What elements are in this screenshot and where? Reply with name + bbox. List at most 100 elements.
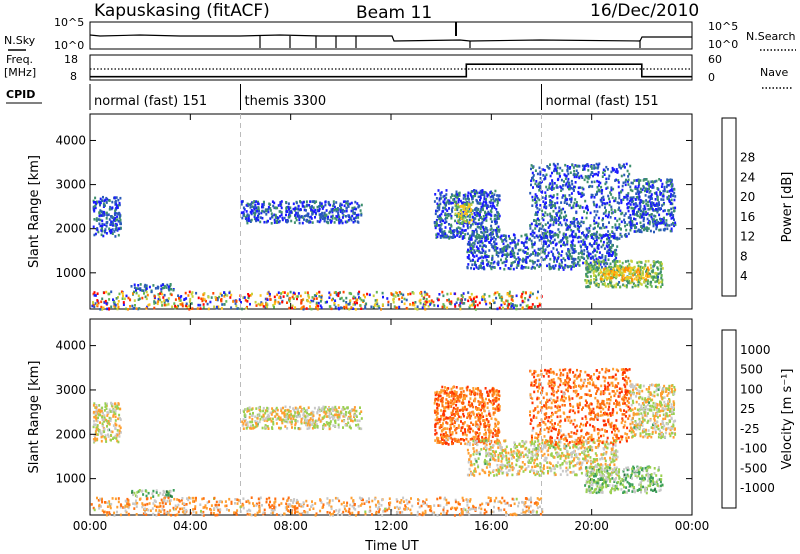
echo-cell bbox=[495, 228, 497, 232]
echo-cell bbox=[132, 292, 134, 295]
echo-cell bbox=[323, 212, 326, 215]
echo-cell bbox=[599, 268, 602, 272]
echo-cell bbox=[456, 230, 459, 233]
echo-cell bbox=[116, 215, 119, 218]
echo-cell bbox=[435, 220, 438, 224]
echo-cell bbox=[642, 216, 645, 220]
echo-cell bbox=[595, 162, 598, 166]
echo-cell bbox=[266, 298, 269, 301]
echo-cell bbox=[340, 296, 343, 300]
echo-cell bbox=[498, 198, 501, 202]
echo-cell bbox=[615, 248, 618, 252]
noise-left-tick-top: 10^5 bbox=[54, 16, 84, 29]
echo-cell bbox=[604, 258, 607, 262]
echo-cell bbox=[661, 204, 664, 207]
echo-cell bbox=[458, 194, 461, 197]
echo-cell bbox=[296, 408, 299, 411]
echo-cell bbox=[453, 425, 456, 428]
echo-cell bbox=[639, 198, 642, 202]
echo-cell bbox=[420, 290, 423, 294]
echo-cell bbox=[496, 307, 499, 311]
echo-cell bbox=[559, 166, 562, 170]
echo-cell bbox=[353, 217, 356, 220]
echo-cell bbox=[604, 211, 607, 214]
echo-cell bbox=[548, 224, 551, 228]
echo-cell bbox=[266, 416, 269, 419]
echo-cell bbox=[271, 417, 274, 421]
echo-cell bbox=[571, 247, 574, 251]
echo-cell bbox=[566, 185, 569, 188]
echo-cell bbox=[113, 301, 116, 305]
echo-cell bbox=[174, 298, 177, 301]
echo-cell bbox=[267, 413, 270, 417]
echo-cell bbox=[619, 209, 622, 213]
echo-cell bbox=[599, 226, 601, 230]
echo-cell bbox=[647, 227, 650, 230]
echo-cell bbox=[587, 235, 590, 238]
echo-cell bbox=[618, 237, 621, 240]
echo-cell bbox=[659, 190, 661, 194]
echo-cell bbox=[459, 232, 462, 236]
echo-cell bbox=[246, 424, 249, 427]
echo-cell bbox=[635, 226, 638, 229]
echo-cell bbox=[111, 408, 114, 412]
echo-cell bbox=[345, 424, 348, 427]
echo-cell bbox=[336, 208, 339, 212]
echo-cell bbox=[422, 303, 425, 306]
echo-cell bbox=[111, 206, 114, 209]
echo-cell bbox=[639, 205, 642, 208]
echo-cell bbox=[438, 203, 441, 207]
echo-cell bbox=[526, 256, 529, 259]
echo-cell bbox=[398, 305, 401, 309]
echo-cell bbox=[482, 233, 485, 236]
echo-cell bbox=[560, 244, 562, 248]
echo-cell bbox=[608, 197, 611, 201]
echo-cell bbox=[92, 438, 95, 441]
echo-cell bbox=[360, 213, 363, 217]
echo-cell bbox=[342, 299, 345, 303]
echo-cell bbox=[603, 262, 606, 266]
echo-cell bbox=[452, 235, 455, 238]
echo-cell bbox=[624, 224, 627, 228]
echo-cell bbox=[628, 205, 631, 209]
echo-cell bbox=[631, 219, 634, 223]
echo-cell bbox=[370, 305, 373, 309]
echo-cell bbox=[306, 220, 309, 223]
echo-cell bbox=[532, 262, 535, 265]
echo-cell bbox=[642, 266, 644, 269]
echo-cell bbox=[464, 195, 467, 198]
echo-cell bbox=[290, 211, 293, 214]
echo-cell bbox=[226, 294, 229, 297]
echo-cell bbox=[342, 412, 345, 416]
echo-cell bbox=[624, 266, 627, 270]
echo-cell bbox=[602, 243, 605, 247]
echo-cell bbox=[604, 234, 607, 237]
echo-cell bbox=[104, 299, 107, 303]
echo-cell bbox=[627, 206, 629, 209]
echo-cell bbox=[95, 202, 97, 206]
echo-cell bbox=[335, 201, 338, 204]
echo-cell bbox=[480, 205, 483, 209]
echo-cell bbox=[342, 208, 345, 212]
echo-cell bbox=[475, 228, 478, 231]
echo-cell bbox=[437, 232, 440, 236]
echo-cell bbox=[572, 217, 575, 221]
echo-cell bbox=[583, 165, 586, 168]
echo-cell bbox=[538, 229, 541, 233]
echo-cell bbox=[438, 227, 441, 231]
echo-cell bbox=[92, 301, 94, 304]
echo-cell bbox=[92, 404, 95, 407]
echo-cell bbox=[562, 268, 565, 271]
echo-cell bbox=[501, 240, 504, 243]
echo-cell bbox=[280, 409, 283, 412]
echo-cell bbox=[241, 420, 244, 424]
echo-cell bbox=[531, 303, 534, 306]
echo-cell bbox=[586, 270, 589, 273]
echo-cell bbox=[257, 302, 260, 306]
echo-cell bbox=[332, 202, 335, 206]
echo-cell bbox=[474, 221, 477, 225]
echo-cell bbox=[631, 200, 633, 203]
echo-cell bbox=[609, 246, 612, 249]
echo-cell bbox=[487, 262, 490, 265]
echo-cell bbox=[276, 206, 279, 210]
